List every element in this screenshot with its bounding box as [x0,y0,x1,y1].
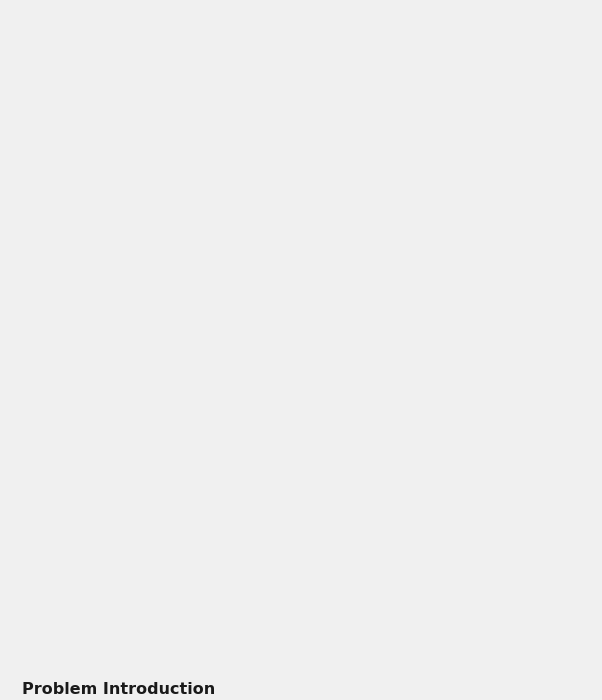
Text: Problem Introduction: Problem Introduction [22,682,216,697]
